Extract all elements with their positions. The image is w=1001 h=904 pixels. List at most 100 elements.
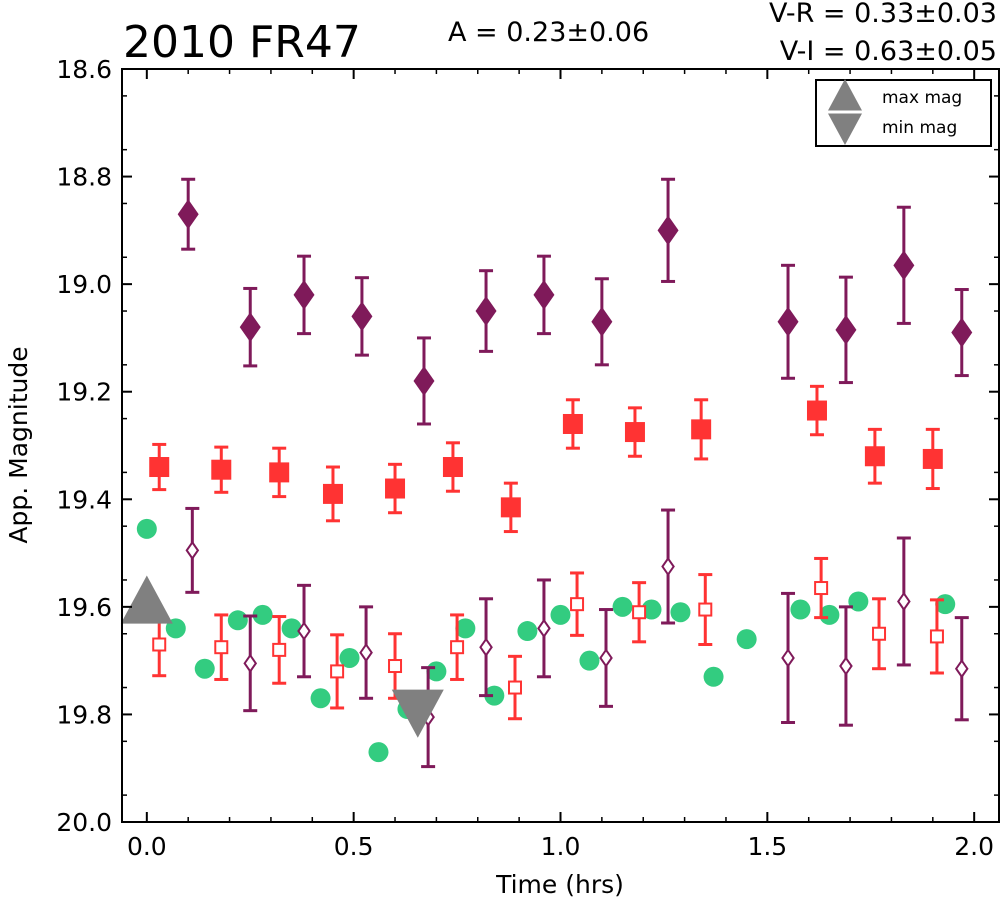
x-tick-label: 1.5 (747, 832, 787, 861)
data-point-diamond (479, 637, 493, 657)
legend: max mag min mag (815, 79, 992, 147)
data-point-circle (848, 591, 869, 612)
data-point-square (269, 462, 290, 483)
data-point-diamond (954, 658, 969, 679)
data-point-square (272, 642, 287, 657)
data-point-circle (641, 599, 662, 620)
data-point-diamond (293, 279, 315, 310)
y-tick-label: 19.0 (56, 270, 112, 299)
data-point-circle (455, 618, 476, 639)
data-point-circle (484, 685, 505, 706)
data-point-diamond (835, 314, 857, 345)
y-tick-label: 18.8 (56, 163, 112, 192)
y-tick-label: 19.6 (56, 593, 112, 622)
data-point-diamond (781, 648, 795, 668)
data-point-square (152, 637, 167, 652)
data-point-diamond (893, 250, 915, 281)
legend-max-mag-icon (828, 79, 862, 111)
data-point-square (562, 413, 583, 434)
data-point-circle (819, 604, 840, 625)
data-point-diamond (897, 591, 911, 612)
series-3-diamond-open (185, 506, 969, 769)
data-point-square (814, 581, 829, 596)
data-point-diamond (351, 301, 373, 332)
max-mag-marker (120, 575, 173, 624)
data-point-diamond (591, 306, 613, 337)
data-point-circle (252, 604, 273, 625)
data-point-square (698, 602, 713, 617)
data-point-diamond (297, 621, 311, 641)
data-point-circle (368, 742, 389, 763)
x-tick-label: 1.0 (541, 832, 581, 861)
data-point-diamond (599, 648, 613, 668)
data-point-diamond (777, 306, 799, 337)
data-point-square (922, 448, 943, 469)
data-point-diamond (537, 618, 551, 639)
data-point-circle (339, 647, 360, 668)
chart-title: 2010 FR47 (123, 17, 361, 68)
data-point-circle (517, 621, 538, 642)
data-point-circle (310, 688, 331, 709)
legend-entry-label: min mag (882, 118, 957, 138)
data-point-square (570, 597, 585, 612)
data-point-diamond (185, 540, 200, 561)
data-point-square (385, 478, 406, 499)
data-point-square (806, 400, 827, 421)
data-point-square (211, 459, 232, 480)
series-2-circle-filled (136, 518, 956, 763)
data-point-square (388, 659, 403, 674)
data-point-diamond (661, 556, 675, 577)
legend-entry-label: max mag (882, 88, 962, 108)
x-axis-label: Time (hrs) (495, 870, 624, 899)
series-1-square-filled (149, 384, 943, 534)
data-point-square (632, 605, 647, 620)
plot-area (120, 177, 973, 769)
data-point-square (691, 419, 712, 440)
data-point-diamond (413, 365, 435, 396)
data-point-square (872, 626, 887, 641)
data-point-circle (194, 658, 215, 679)
y-tick-label: 19.2 (56, 378, 112, 407)
data-point-square (864, 446, 885, 467)
series-4-square-open (152, 556, 944, 721)
data-point-diamond (951, 317, 973, 348)
y-tick-label: 18.6 (56, 55, 112, 84)
data-point-circle (550, 604, 571, 625)
color-index-label-vr: V-R = 0.33±0.03 (769, 0, 997, 29)
series-0-diamond-filled (177, 177, 973, 426)
data-point-diamond (239, 312, 261, 343)
data-point-diamond (839, 656, 853, 676)
y-tick-label: 19.8 (56, 700, 112, 729)
data-point-square (149, 457, 170, 478)
data-point-circle (612, 596, 633, 617)
data-point-square (322, 483, 343, 504)
data-point-diamond (475, 296, 497, 327)
extrema-markers (120, 575, 444, 738)
data-point-diamond (533, 279, 555, 310)
data-point-square (507, 680, 522, 695)
data-point-square (214, 640, 229, 655)
data-point-circle (703, 666, 724, 687)
data-point-circle (227, 610, 248, 631)
data-point-diamond (243, 653, 258, 674)
data-point-circle (736, 629, 757, 650)
data-point-circle (136, 518, 157, 539)
data-point-diamond (657, 215, 679, 246)
data-point-square (500, 497, 521, 518)
color-index-label-vi: V-I = 0.63±0.05 (780, 36, 997, 67)
data-point-circle (790, 599, 811, 620)
y-tick-label: 19.4 (56, 485, 112, 514)
y-axis-label: App. Magnitude (4, 346, 33, 543)
x-tick-label: 2.0 (954, 832, 994, 861)
data-point-square (929, 629, 944, 644)
data-point-square (442, 457, 463, 478)
min-mag-marker (391, 689, 444, 738)
data-point-circle (670, 602, 691, 623)
data-point-circle (281, 618, 302, 639)
x-tick-label: 0.5 (334, 832, 374, 861)
data-point-diamond (177, 199, 199, 230)
data-point-square (450, 640, 465, 655)
data-point-square (624, 422, 645, 443)
x-tick-label: 0.0 (127, 832, 167, 861)
